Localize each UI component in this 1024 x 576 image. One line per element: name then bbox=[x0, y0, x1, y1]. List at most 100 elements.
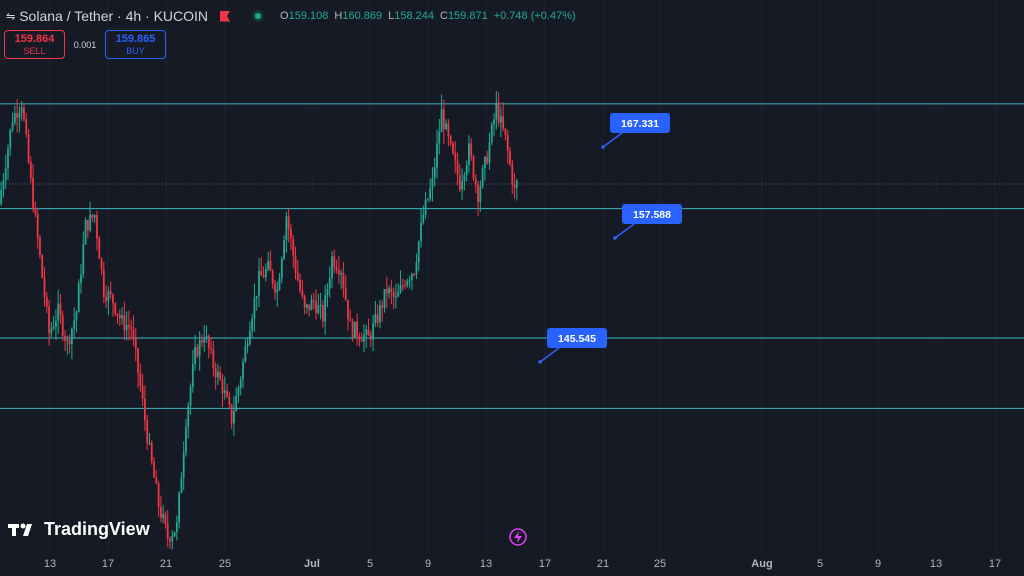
candle[interactable] bbox=[390, 279, 393, 305]
candle[interactable] bbox=[301, 279, 304, 300]
candle[interactable] bbox=[123, 301, 126, 341]
candle[interactable] bbox=[349, 309, 352, 322]
candle[interactable] bbox=[148, 432, 151, 446]
candle[interactable] bbox=[66, 335, 69, 356]
candle[interactable] bbox=[191, 349, 194, 393]
candle[interactable] bbox=[82, 231, 85, 279]
candle[interactable] bbox=[436, 129, 438, 179]
candle[interactable] bbox=[98, 235, 101, 259]
candle[interactable] bbox=[226, 383, 228, 398]
candle[interactable] bbox=[372, 314, 374, 352]
candle[interactable] bbox=[292, 235, 295, 268]
candle[interactable] bbox=[367, 318, 370, 336]
flag-icon[interactable] bbox=[220, 10, 231, 22]
candle[interactable] bbox=[201, 334, 203, 348]
candle[interactable] bbox=[511, 159, 514, 195]
candle[interactable] bbox=[347, 299, 349, 331]
candle[interactable] bbox=[310, 294, 313, 311]
candle[interactable] bbox=[472, 154, 475, 182]
candle[interactable] bbox=[445, 119, 448, 131]
candle[interactable] bbox=[7, 144, 9, 181]
candle[interactable] bbox=[274, 279, 276, 300]
candle[interactable] bbox=[404, 279, 406, 290]
candle[interactable] bbox=[187, 402, 190, 439]
candle[interactable] bbox=[36, 207, 39, 249]
candle[interactable] bbox=[267, 251, 270, 272]
candle[interactable] bbox=[198, 331, 201, 371]
candle[interactable] bbox=[280, 256, 283, 284]
candle[interactable] bbox=[68, 334, 71, 354]
candle[interactable] bbox=[205, 325, 208, 344]
candle[interactable] bbox=[210, 338, 212, 355]
candle[interactable] bbox=[369, 330, 372, 348]
candle[interactable] bbox=[344, 275, 347, 302]
candle[interactable] bbox=[424, 191, 427, 219]
candle[interactable] bbox=[118, 309, 121, 327]
candlestick-series[interactable] bbox=[0, 90, 518, 550]
candle[interactable] bbox=[468, 135, 470, 173]
candle[interactable] bbox=[321, 300, 324, 328]
candle[interactable] bbox=[219, 366, 222, 381]
candle[interactable] bbox=[383, 289, 386, 313]
candle[interactable] bbox=[25, 112, 28, 138]
candle[interactable] bbox=[50, 321, 53, 338]
candle[interactable] bbox=[477, 180, 479, 217]
candle[interactable] bbox=[182, 441, 185, 491]
price-label-0[interactable]: 167.331 bbox=[601, 113, 670, 149]
candle[interactable] bbox=[296, 259, 299, 282]
candle[interactable] bbox=[431, 166, 434, 202]
candle[interactable] bbox=[130, 319, 133, 340]
candle[interactable] bbox=[100, 257, 103, 276]
price-label-1[interactable]: 157.588 bbox=[613, 204, 682, 240]
candle[interactable] bbox=[70, 327, 73, 360]
candle[interactable] bbox=[75, 310, 78, 333]
candle[interactable] bbox=[248, 321, 251, 346]
candle[interactable] bbox=[317, 293, 320, 315]
candle[interactable] bbox=[125, 311, 128, 341]
candle[interactable] bbox=[43, 267, 46, 307]
price-labels[interactable]: 167.331 157.588 145.545 bbox=[538, 113, 682, 364]
candle[interactable] bbox=[162, 505, 165, 524]
candle[interactable] bbox=[356, 313, 359, 346]
candle[interactable] bbox=[458, 164, 461, 193]
candle[interactable] bbox=[406, 278, 409, 288]
candle[interactable] bbox=[433, 157, 436, 187]
candle[interactable] bbox=[351, 318, 354, 342]
candle[interactable] bbox=[447, 119, 450, 147]
candle[interactable] bbox=[308, 304, 311, 317]
tradingview-logo[interactable]: TradingView bbox=[8, 519, 150, 540]
candle[interactable] bbox=[488, 132, 491, 170]
candle[interactable] bbox=[399, 270, 402, 295]
candle[interactable] bbox=[513, 172, 516, 199]
market-status-icon[interactable] bbox=[252, 10, 265, 22]
candle[interactable] bbox=[116, 312, 119, 325]
candle[interactable] bbox=[166, 510, 169, 548]
candle[interactable] bbox=[340, 269, 343, 289]
candle[interactable] bbox=[59, 293, 62, 324]
candle[interactable] bbox=[114, 302, 117, 317]
candle[interactable] bbox=[251, 314, 254, 338]
candle[interactable] bbox=[242, 358, 244, 389]
candle[interactable] bbox=[41, 253, 44, 279]
candle[interactable] bbox=[337, 255, 340, 284]
buy-button[interactable]: 159.865 BUY bbox=[105, 30, 166, 59]
candle[interactable] bbox=[189, 383, 192, 416]
candle[interactable] bbox=[264, 263, 267, 282]
candle[interactable] bbox=[401, 278, 404, 291]
candle[interactable] bbox=[269, 250, 272, 272]
candle[interactable] bbox=[276, 281, 279, 307]
candle[interactable] bbox=[495, 90, 498, 130]
candle[interactable] bbox=[27, 129, 30, 165]
candle[interactable] bbox=[109, 281, 112, 299]
candle[interactable] bbox=[408, 275, 411, 289]
candle[interactable] bbox=[73, 307, 76, 338]
candle[interactable] bbox=[86, 219, 89, 239]
candle[interactable] bbox=[481, 164, 484, 189]
candle[interactable] bbox=[134, 328, 137, 362]
candle[interactable] bbox=[290, 223, 292, 250]
candle[interactable] bbox=[221, 373, 224, 407]
candle[interactable] bbox=[155, 469, 158, 485]
candle[interactable] bbox=[255, 295, 258, 311]
candle[interactable] bbox=[128, 310, 130, 341]
candle[interactable] bbox=[333, 249, 336, 274]
